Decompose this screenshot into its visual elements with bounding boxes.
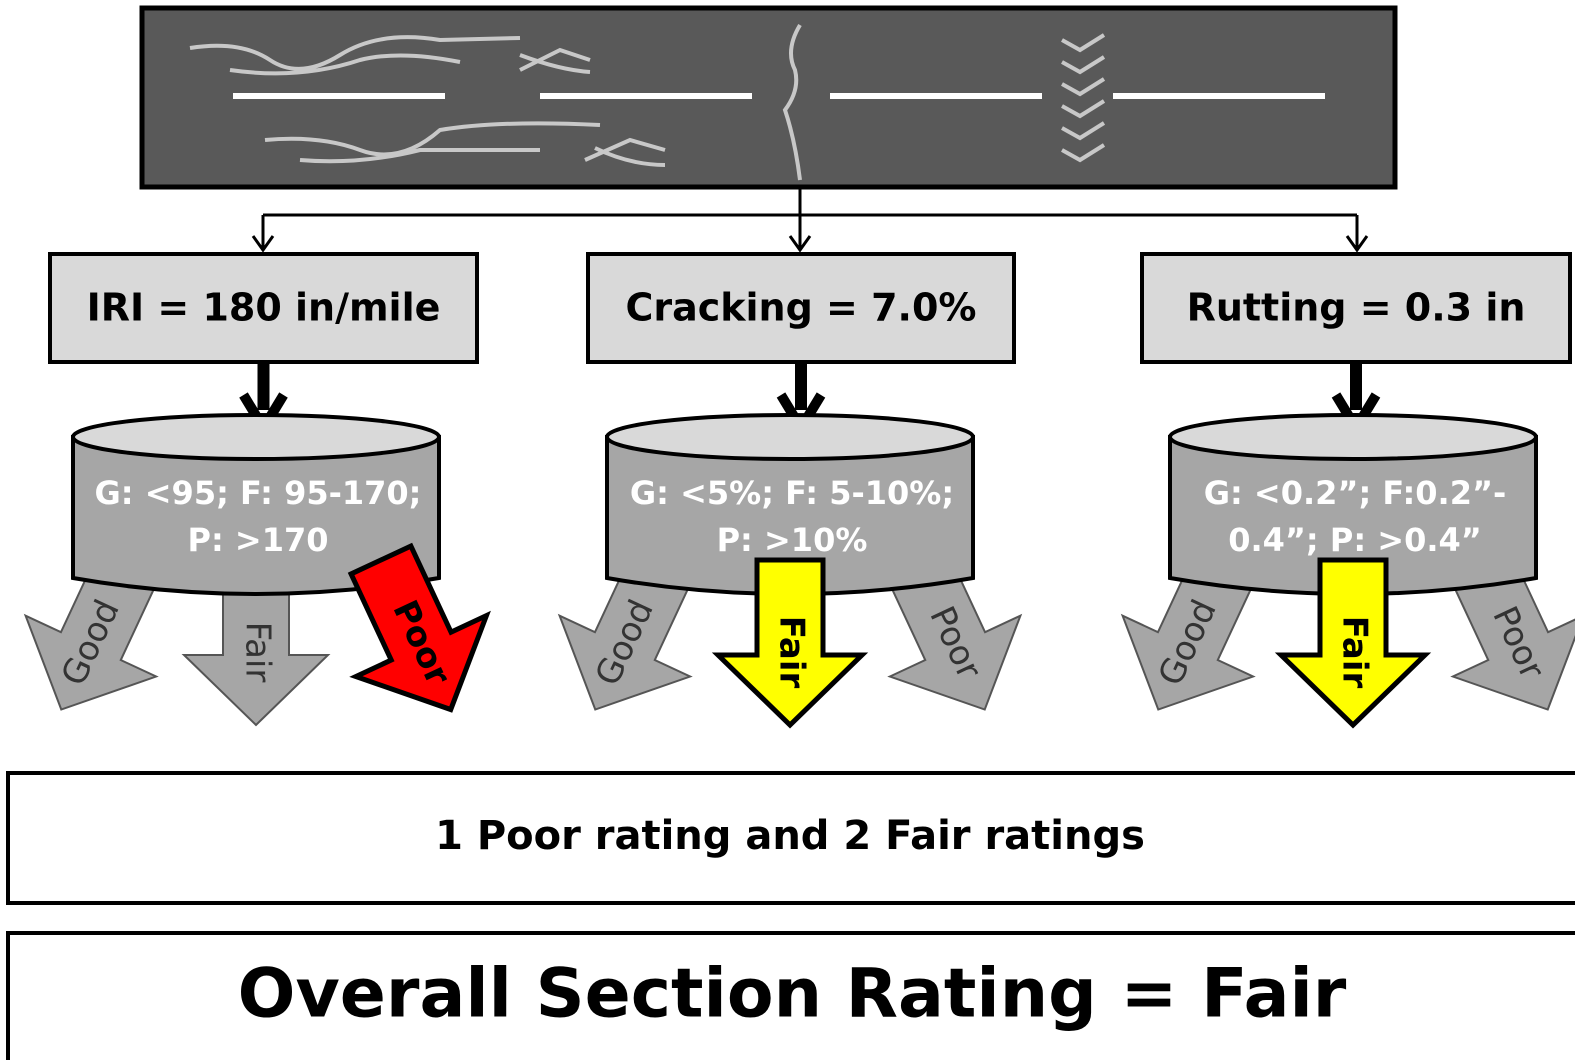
metric-label: Cracking = 7.0% [625,286,976,330]
summary: 1 Poor rating and 2 Fair ratings [435,813,1145,859]
cylinder-top [73,415,439,459]
cylinder-top [1170,415,1536,459]
criteria: G: <5%; F: 5-10%; [630,474,954,512]
criteria: P: >170 [188,521,329,559]
arrow-label: Fair [238,622,278,683]
criteria: P: >10% [717,521,868,559]
criteria: G: <0.2”; F:0.2”- [1204,474,1507,512]
arrow-label: Fair [772,616,812,689]
criteria: G: <95; F: 95-170; [95,474,422,512]
metric-label: IRI = 180 in/mile [87,286,441,330]
cylinder-top [607,415,973,459]
pavement [142,8,1395,187]
arrow-label: Fair [1335,616,1375,689]
connectors [253,187,1367,250]
overall-rating: Overall Section Rating = Fair [238,955,1347,1034]
criteria: 0.4”; P: >0.4” [1228,521,1482,559]
metric-label: Rutting = 0.3 in [1187,286,1526,330]
diagram: IRI = 180 in/mileGoodFairG: <95; F: 95-1… [0,0,1575,1060]
